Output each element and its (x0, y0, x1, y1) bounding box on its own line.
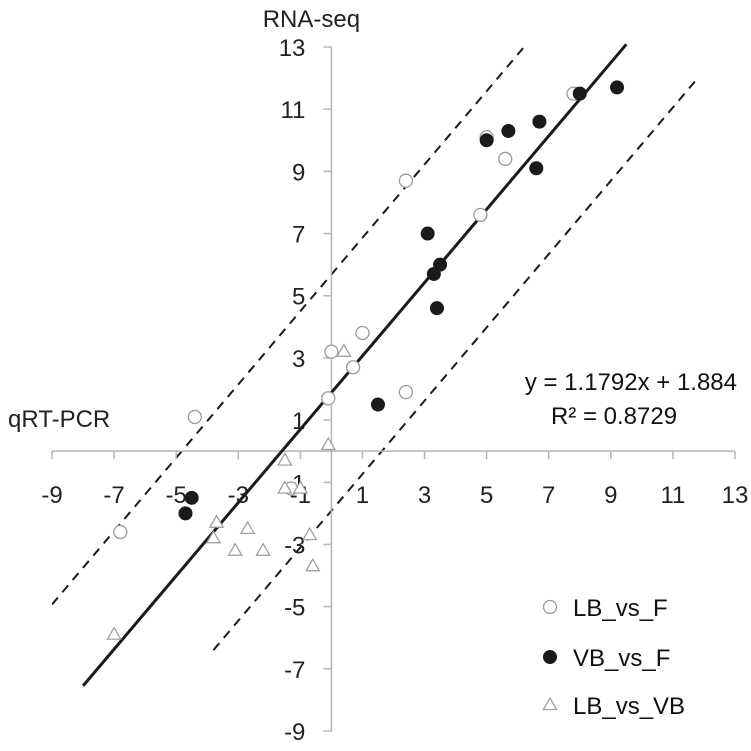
axes (52, 47, 735, 731)
y-tick-label: 13 (279, 35, 306, 62)
legend-entry: VB_vs_F (543, 645, 670, 672)
y-axis-title: RNA-seq (263, 6, 360, 33)
data-point (501, 123, 516, 138)
data-point (320, 436, 336, 451)
r-squared-label: R² = 0.8729 (551, 403, 677, 430)
y-tick-label: 11 (280, 97, 305, 124)
data-point (572, 86, 587, 101)
data-point (324, 344, 339, 359)
data-point (473, 207, 488, 223)
x-tick-label: -3 (228, 482, 249, 509)
y-tick-label: 7 (292, 222, 305, 249)
x-tick-label: 3 (418, 482, 431, 509)
legend: LB_vs_F VB_vs_F LB_vs_VB (542, 595, 685, 720)
data-point (239, 520, 256, 535)
data-point (345, 360, 361, 375)
data-point (184, 490, 199, 505)
x-tick-label: -7 (103, 482, 124, 509)
x-tick-label: 5 (480, 482, 493, 509)
legend-marker-icon (543, 650, 557, 664)
data-point (355, 325, 370, 341)
y-tick-label: -5 (284, 595, 305, 622)
y-tick-label: 9 (292, 159, 305, 186)
data-point (532, 114, 547, 129)
data-point (277, 452, 293, 466)
data-point (433, 257, 448, 272)
data-point (255, 542, 271, 556)
series-lb-vs-f (113, 86, 581, 540)
x-tick-label: 13 (722, 482, 749, 509)
y-tick-label: 3 (292, 346, 305, 373)
data-point (479, 133, 494, 148)
legend-label: VB_vs_F (573, 645, 670, 672)
data-point (106, 626, 122, 640)
x-tick-label: 1 (356, 482, 369, 509)
prediction-band (52, 46, 699, 651)
legend-label: LB_vs_VB (573, 693, 685, 720)
y-tick-label: -7 (284, 657, 305, 684)
regression-equation: y = 1.1792x + 1.884 (525, 369, 737, 396)
data-point (498, 151, 513, 167)
series-lb-vs-vb (106, 343, 352, 640)
legend-entry: LB_vs_VB (542, 693, 685, 720)
data-point (429, 301, 444, 316)
data-points (106, 80, 625, 640)
upper-band-line (52, 46, 525, 606)
x-tick-label: 9 (604, 482, 617, 509)
data-point (398, 173, 414, 188)
data-point (292, 480, 309, 494)
data-point (187, 409, 202, 425)
legend-marker-icon (542, 696, 558, 711)
lower-band-line (212, 77, 699, 651)
data-point (398, 384, 414, 400)
x-tick-label: -9 (41, 482, 62, 509)
data-point (208, 514, 225, 528)
data-point (205, 530, 222, 544)
data-point (370, 397, 385, 412)
data-point (178, 506, 193, 521)
data-point (277, 480, 293, 494)
data-point (336, 343, 352, 357)
data-point (420, 226, 435, 241)
y-tick-label: 5 (292, 284, 305, 311)
data-point (305, 558, 321, 572)
data-point (227, 542, 243, 556)
x-axis-title: qRT-PCR (8, 406, 110, 433)
data-point (113, 524, 128, 540)
data-point (529, 161, 544, 176)
x-tick-label: -5 (166, 482, 187, 509)
y-tick-label: -9 (284, 719, 305, 746)
legend-entry: LB_vs_F (542, 595, 668, 622)
legend-label: LB_vs_F (573, 595, 668, 622)
data-point (301, 526, 318, 541)
x-tick-label: 7 (542, 482, 555, 509)
data-point (610, 80, 625, 95)
y-tick-label: -3 (284, 532, 305, 559)
legend-marker-icon (542, 599, 558, 615)
series-vb-vs-f (178, 80, 625, 521)
data-point (321, 391, 336, 406)
x-tick-label: 11 (660, 482, 685, 509)
